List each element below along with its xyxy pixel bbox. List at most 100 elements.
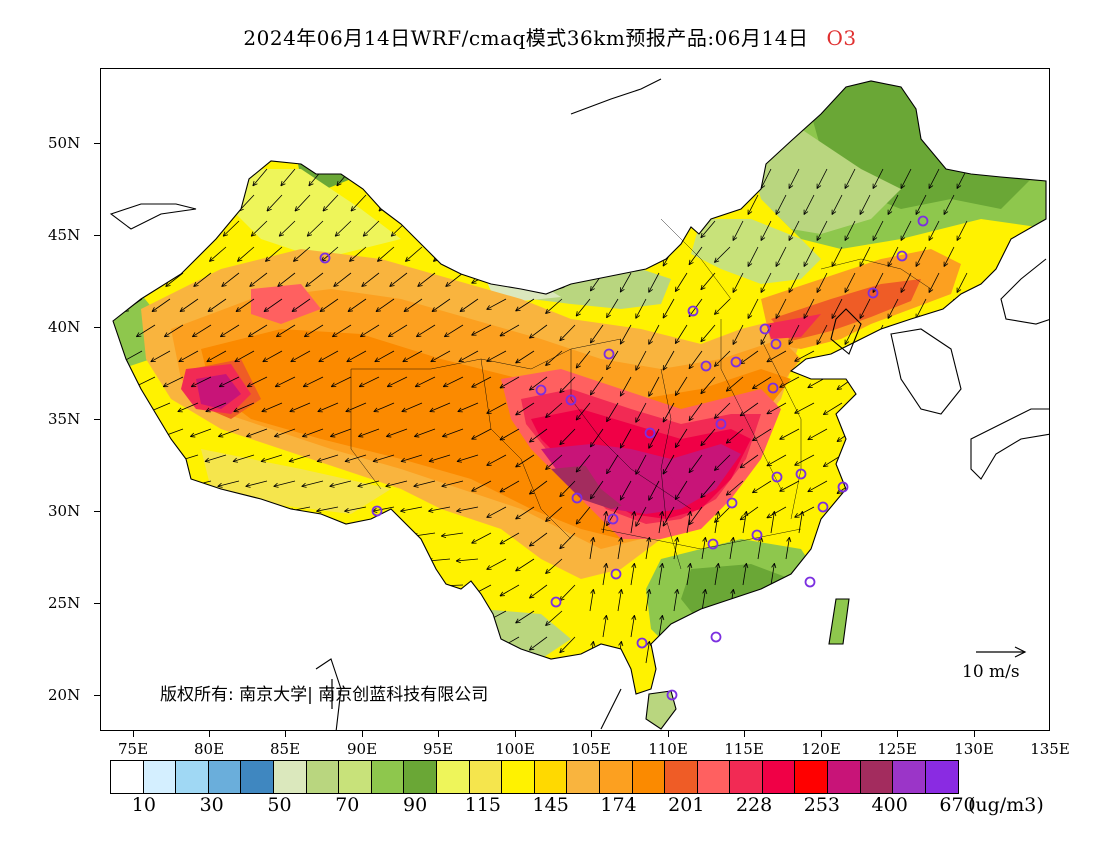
wind-arrow-head bbox=[589, 286, 592, 292]
wind-arrow-head bbox=[688, 418, 694, 422]
wind-arrow bbox=[739, 506, 759, 521]
wind-arrow bbox=[288, 660, 311, 664]
wind-arrow-head bbox=[447, 234, 453, 237]
wind-arrow-head bbox=[428, 658, 434, 661]
wind-arrow-head bbox=[761, 641, 764, 647]
lon-label: 85E bbox=[269, 740, 301, 758]
legend-label: 50 bbox=[267, 794, 292, 816]
wind-arrow bbox=[344, 506, 367, 512]
wind-arrow bbox=[900, 324, 912, 345]
wind-arrow bbox=[515, 454, 535, 468]
wind-arrow-head bbox=[814, 641, 818, 646]
wind-arrow-head bbox=[290, 357, 294, 362]
wind-arrow bbox=[392, 168, 408, 187]
wind-arrow-head bbox=[455, 608, 461, 612]
wind-arrow-head bbox=[344, 658, 350, 661]
wind-arrow bbox=[430, 350, 451, 363]
wind-arrow-head bbox=[827, 511, 831, 516]
wind-arrow-head bbox=[177, 407, 182, 412]
wind-arrow-head bbox=[276, 335, 282, 338]
wind-arrow-head bbox=[529, 541, 533, 547]
wind-arrow-head bbox=[954, 589, 958, 594]
wind-arrow-head bbox=[620, 445, 625, 449]
wind-arrow-head bbox=[356, 585, 362, 589]
wind-arrow bbox=[333, 272, 352, 287]
wind-arrow bbox=[752, 376, 772, 390]
wind-arrow-head bbox=[329, 535, 335, 539]
wind-arrow-head bbox=[302, 432, 307, 437]
wind-arrow bbox=[701, 537, 706, 560]
wind-arrow-head bbox=[700, 440, 703, 446]
wind-arrow-head bbox=[217, 482, 222, 487]
wind-arrow-head bbox=[620, 289, 625, 293]
wind-arrow-head bbox=[635, 523, 640, 527]
wind-arrow-head bbox=[486, 669, 490, 674]
wind-arrow-head bbox=[929, 537, 932, 543]
wind-arrow-head bbox=[758, 641, 762, 646]
wind-arrow bbox=[602, 511, 607, 534]
wind-arrow bbox=[301, 584, 324, 587]
wind-arrow bbox=[165, 272, 184, 287]
wind-arrow bbox=[486, 402, 507, 414]
wind-arrow-head bbox=[545, 363, 551, 366]
wind-arrow-head bbox=[278, 231, 282, 237]
wind-arrow bbox=[444, 324, 464, 338]
legend-label: 228 bbox=[735, 794, 773, 816]
wind-arrow-head bbox=[575, 365, 581, 369]
wind-arrow bbox=[943, 454, 955, 475]
wind-arrow bbox=[725, 428, 744, 444]
wind-arrow-head bbox=[345, 407, 350, 412]
wind-arrow bbox=[788, 272, 800, 293]
wind-arrow bbox=[148, 506, 171, 512]
wind-arrow-head bbox=[603, 511, 607, 516]
wind-arrow-head bbox=[898, 537, 902, 542]
wind-arrow bbox=[807, 480, 828, 493]
wind-arrow-head bbox=[705, 641, 708, 647]
wind-arrow bbox=[575, 298, 591, 317]
wind-arrow-head bbox=[559, 494, 565, 498]
wind-arrow bbox=[913, 506, 927, 526]
wind-arrow-head bbox=[486, 617, 490, 622]
wind-arrow-head bbox=[133, 485, 139, 488]
wind-arrow-head bbox=[456, 461, 462, 463]
wind-arrow-head bbox=[471, 487, 475, 492]
wind-arrow-head bbox=[147, 558, 153, 562]
wind-arrow bbox=[943, 506, 955, 527]
wind-arrow-head bbox=[434, 206, 437, 212]
wind-arrow bbox=[844, 220, 856, 241]
wind-arrow-head bbox=[873, 641, 876, 647]
province-borders bbox=[350, 218, 932, 570]
wind-arrow-head bbox=[265, 259, 271, 262]
wind-arrow-head bbox=[771, 563, 775, 568]
wind-arrow bbox=[779, 480, 800, 492]
wind-arrow-head bbox=[188, 635, 194, 639]
wind-arrow bbox=[441, 480, 464, 487]
wind-arrow-head bbox=[887, 211, 893, 215]
wind-arrow-head bbox=[631, 615, 635, 620]
wind-arrow bbox=[606, 246, 619, 266]
wind-arrow-head bbox=[316, 510, 322, 513]
wind-arrow bbox=[882, 615, 887, 638]
wind-arrow-head bbox=[244, 635, 250, 639]
wind-arrow bbox=[813, 537, 818, 560]
wind-arrow-head bbox=[356, 635, 362, 639]
wind-arrow bbox=[943, 246, 955, 267]
wind-arrow-head bbox=[336, 180, 339, 186]
wind-arrow-head bbox=[306, 231, 310, 237]
wind-arrow-head bbox=[816, 185, 822, 189]
lat-tick bbox=[94, 235, 100, 236]
wind-arrow-head bbox=[385, 533, 390, 537]
wind-arrow-head bbox=[207, 310, 213, 313]
wind-arrow bbox=[529, 376, 548, 391]
wind-arrow-head bbox=[406, 206, 409, 212]
wind-arrow-head bbox=[914, 511, 917, 517]
wind-arrow-head bbox=[446, 231, 450, 237]
wind-arrow-head bbox=[486, 253, 490, 258]
wind-arrow bbox=[559, 532, 576, 550]
wind-arrow-head bbox=[315, 558, 321, 562]
wind-arrow bbox=[545, 246, 563, 262]
wind-arrow-head bbox=[942, 511, 945, 517]
wind-arrow bbox=[357, 635, 380, 638]
wind-arrow bbox=[852, 506, 871, 522]
wind-arrow-head bbox=[956, 185, 962, 189]
